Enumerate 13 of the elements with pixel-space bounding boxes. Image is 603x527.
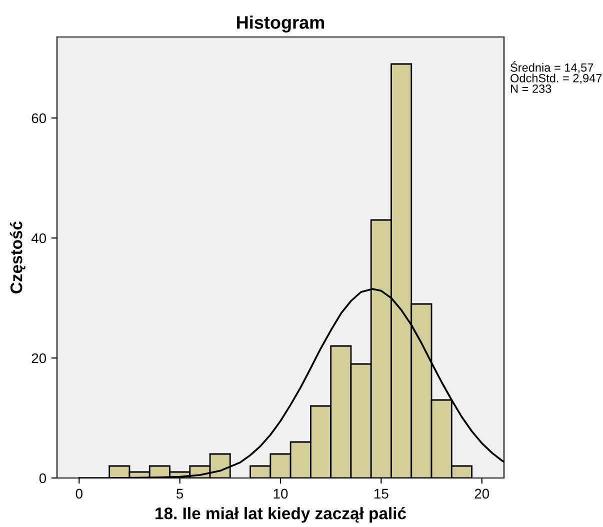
x-tick-label: 10 bbox=[274, 488, 288, 499]
text: Średnia = 14,57 OdchStd. = 2,947 N = 233 bbox=[510, 61, 602, 93]
chart-title: Histogram bbox=[237, 16, 324, 32]
x-tick-label: 15 bbox=[374, 488, 388, 499]
y-tick-label: 0 bbox=[39, 473, 46, 484]
y-tick-label: 40 bbox=[31, 233, 46, 244]
x-tick-label: 20 bbox=[474, 488, 490, 499]
y-tick-label: 60 bbox=[32, 113, 46, 124]
y-axis-title: Częstość bbox=[10, 221, 26, 294]
y-tick-label: 20 bbox=[32, 353, 46, 364]
x-tick-label: 0 bbox=[76, 488, 82, 499]
x-axis-title: 18. Ile miał lat kiedy zaczął palić bbox=[156, 506, 406, 523]
x-tick-label: 5 bbox=[176, 488, 184, 499]
